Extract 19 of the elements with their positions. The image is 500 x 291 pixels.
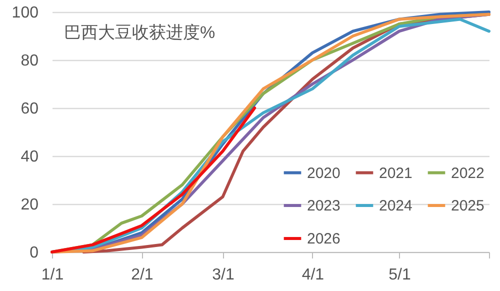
y-tick-label: 40: [20, 148, 39, 166]
legend-label: 2023: [307, 198, 340, 214]
legend-label: 2024: [379, 198, 412, 214]
y-tick-label: 100: [12, 4, 39, 22]
legend-label: 2026: [307, 230, 340, 248]
legend-label: 2025: [451, 198, 484, 214]
x-tick-label: 1/1: [41, 266, 64, 284]
legend-label: 2020: [307, 164, 340, 182]
x-tick-label: 4/1: [302, 266, 324, 284]
legend-label: 2022: [451, 164, 484, 182]
y-tick-label: 20: [20, 196, 39, 214]
legend-label: 2021: [379, 164, 412, 182]
y-tick-label: 80: [20, 52, 39, 70]
text: 巴西大豆收获进度%: [64, 23, 216, 42]
x-tick-label: 5/1: [388, 266, 412, 284]
y-tick-label: 60: [20, 100, 39, 118]
x-tick-label: 2/1: [131, 266, 154, 284]
x-tick-label: 3/1: [212, 266, 234, 284]
y-tick-label: 0: [30, 244, 39, 262]
